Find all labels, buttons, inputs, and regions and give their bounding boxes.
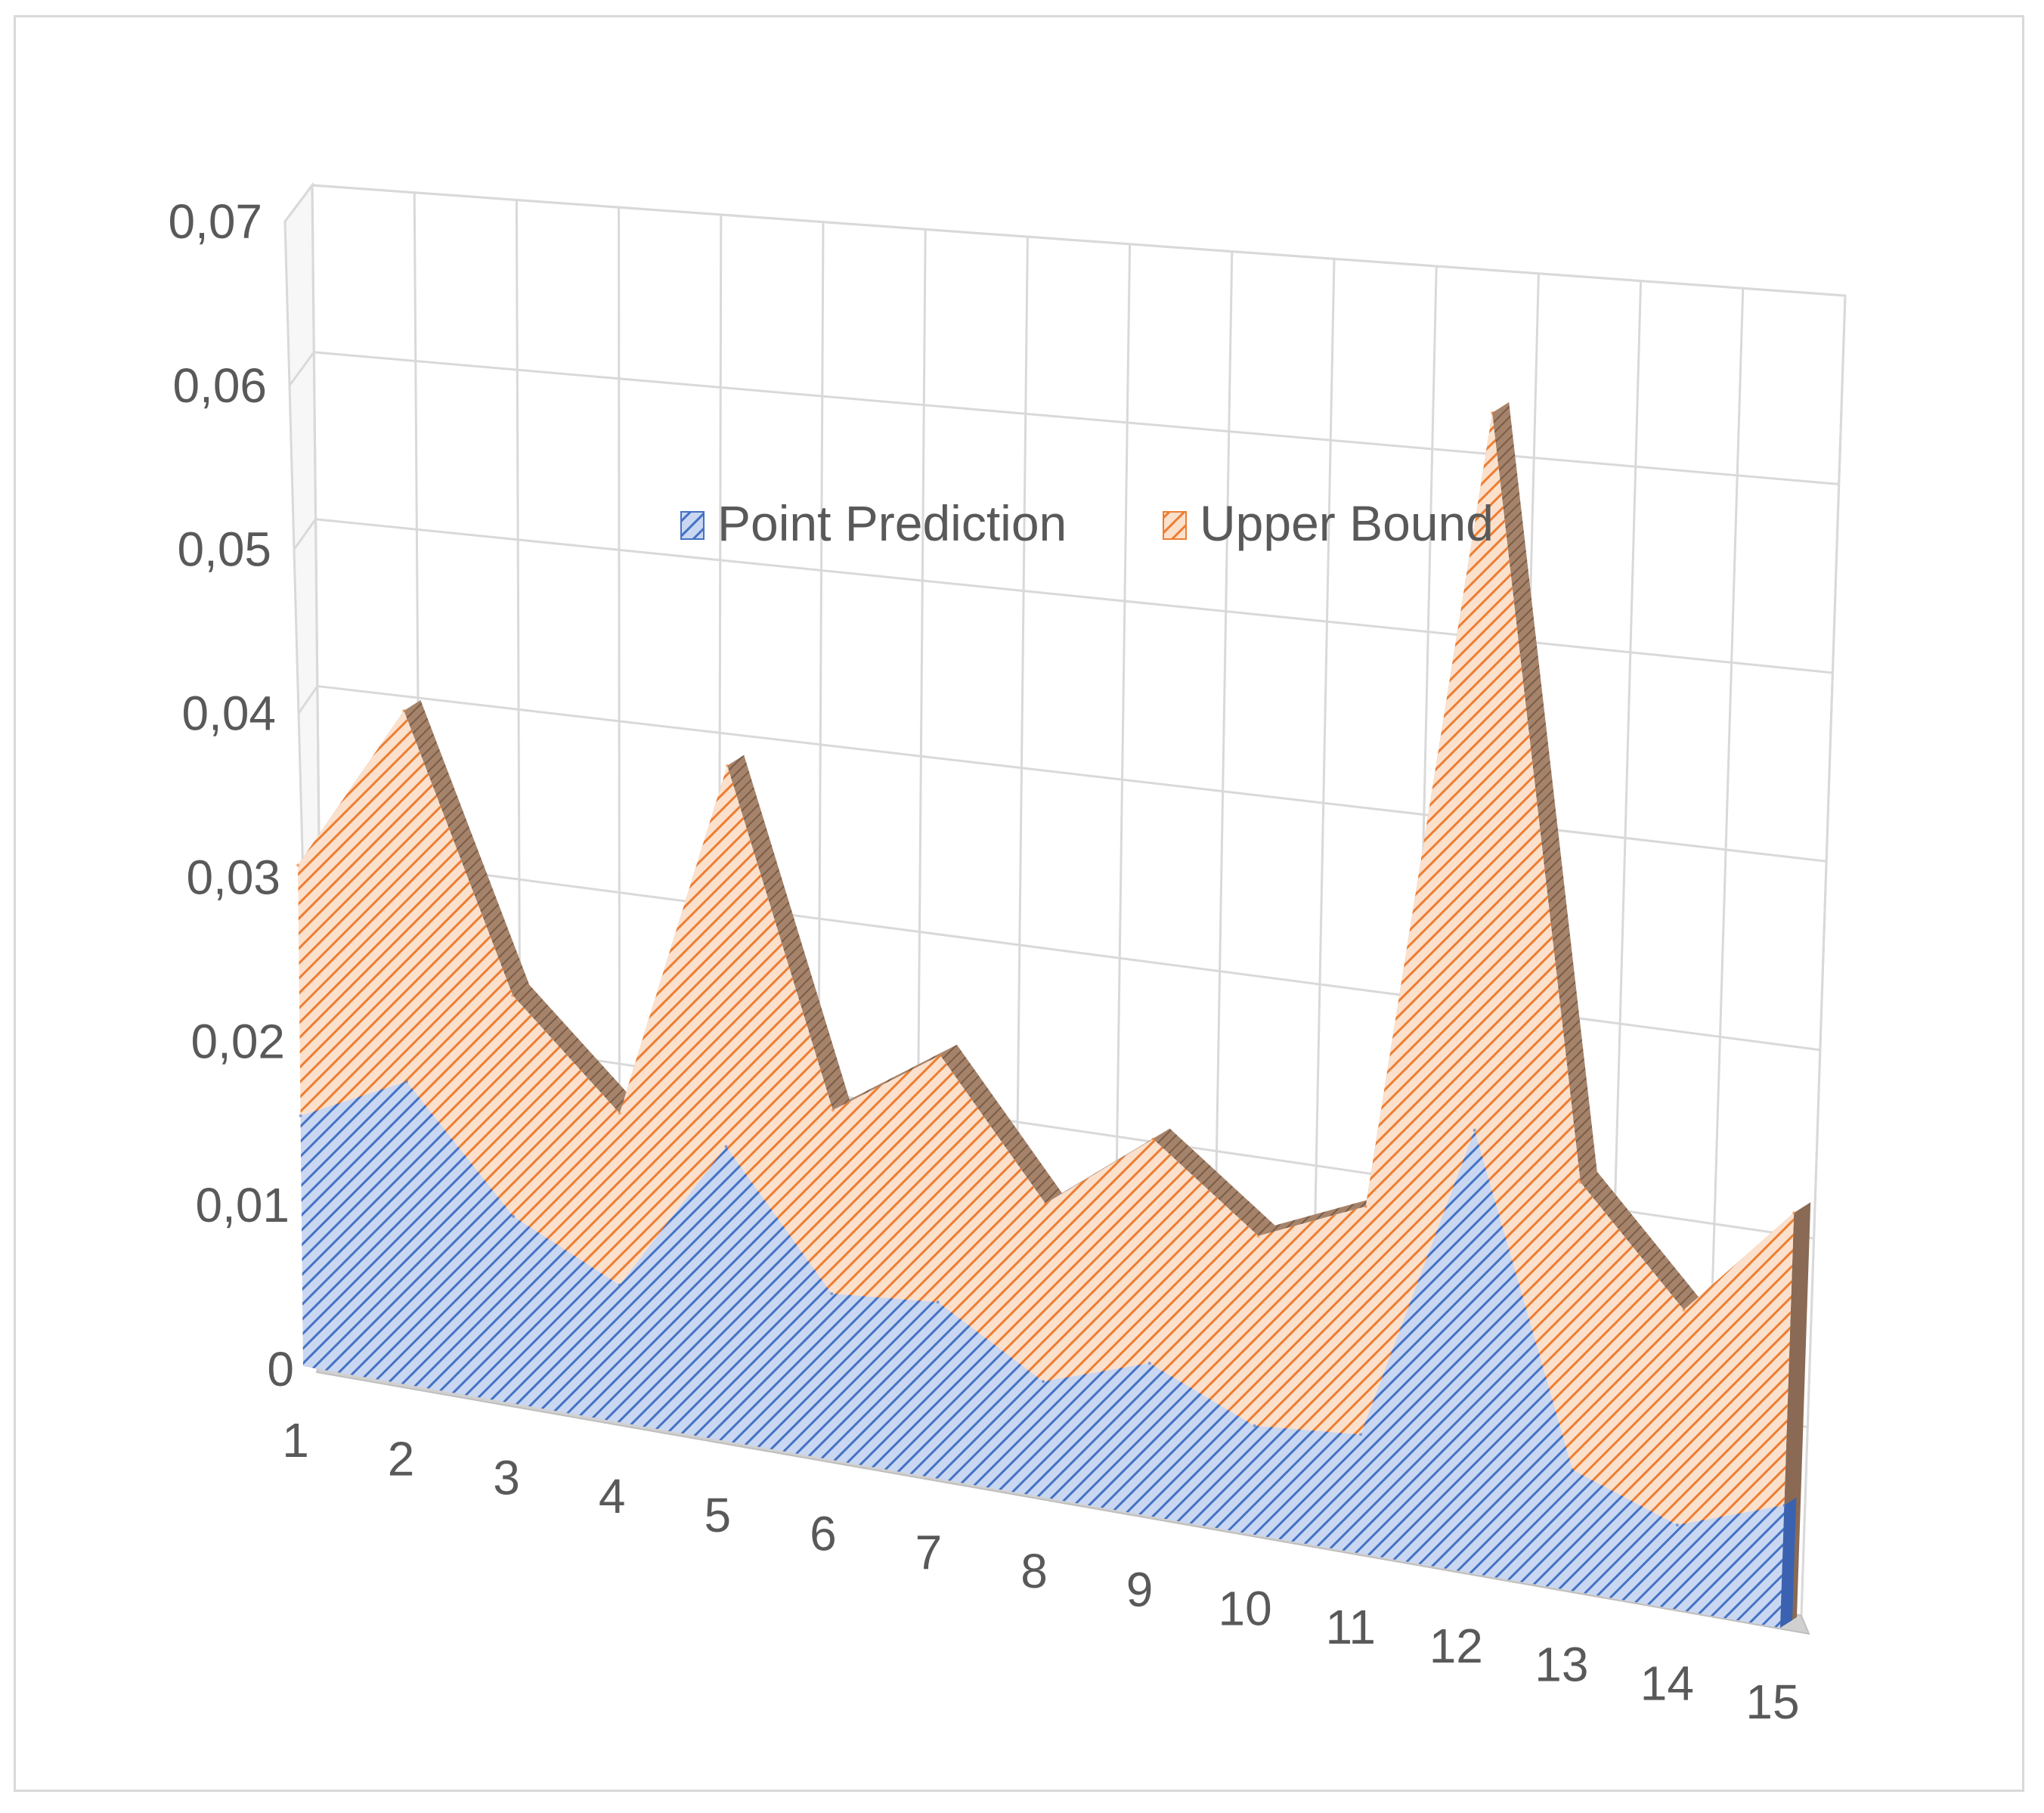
grid-line-horizontal [317, 685, 1827, 863]
data-point-point-prediction-7 [936, 1300, 940, 1304]
grid-line-horizontal [314, 351, 1839, 485]
data-point-point-prediction-2 [404, 1080, 408, 1083]
legend-label-point-prediction: Point Prediction [717, 495, 1067, 551]
grid-line-side [293, 518, 317, 550]
grid-line-side [288, 351, 315, 386]
x-axis-tick-labels: 1 2 3 4 5 6 7 8 9 10 11 12 13 14 15 [282, 1413, 1799, 1729]
y-tick-label: 0,07 [168, 194, 262, 249]
data-point-upper-bound-11 [1364, 1204, 1367, 1208]
x-tick-label-2: 2 [388, 1432, 415, 1486]
x-tick-label-12: 12 [1429, 1619, 1483, 1673]
data-point-upper-bound-13 [1578, 1180, 1582, 1184]
y-tick-label: 0,02 [190, 1014, 285, 1068]
legend-label-upper-bound: Upper Bound [1200, 495, 1494, 551]
series-layer [296, 402, 1811, 1628]
data-point-point-prediction-1 [299, 1114, 302, 1117]
series-side-edge [1780, 1497, 1797, 1628]
y-tick-label: 0,06 [172, 358, 267, 413]
data-point-upper-bound-5 [726, 764, 729, 767]
series-top-edge [832, 1044, 957, 1111]
data-point-upper-bound-8 [1044, 1202, 1047, 1205]
x-tick-label-8: 8 [1020, 1544, 1048, 1598]
legend-swatch-upper-bound [1163, 511, 1187, 540]
data-point-upper-bound-1 [296, 863, 300, 867]
data-point-upper-bound-2 [402, 709, 406, 713]
x-tick-label-5: 5 [705, 1488, 732, 1542]
data-point-point-prediction-13 [1571, 1468, 1575, 1472]
y-tick-label: 0,04 [181, 686, 276, 741]
grid-line-horizontal [315, 518, 1833, 674]
y-tick-label: 0,05 [177, 522, 271, 577]
series-top-edge [727, 755, 850, 1111]
grid-line-vertical [1800, 295, 1847, 1616]
data-point-upper-bound-10 [1256, 1234, 1260, 1238]
data-point-point-prediction-15 [1782, 1503, 1786, 1507]
x-tick-label-11: 11 [1325, 1600, 1375, 1654]
y-tick-label: 0 [267, 1342, 294, 1396]
series-area-fill [300, 1081, 1785, 1628]
x-tick-label-14: 14 [1640, 1656, 1694, 1710]
legend: Point Prediction Upper Bound [680, 495, 1494, 551]
data-point-point-prediction-6 [830, 1292, 834, 1296]
data-point-upper-bound-14 [1682, 1308, 1686, 1312]
legend-swatch-point-prediction [680, 511, 705, 540]
data-point-upper-bound-3 [511, 993, 515, 997]
grid-line-horizontal [311, 184, 1846, 297]
data-point-point-prediction-14 [1675, 1523, 1679, 1526]
series-top-edge [1045, 1128, 1170, 1204]
y-axis-tick-labels: 0 0,01 0,02 0,03 0,04 0,05 0,06 0,07 [168, 194, 294, 1396]
series-top-edge [404, 700, 530, 996]
y-tick-label: 0,01 [195, 1178, 290, 1232]
x-tick-label-9: 9 [1126, 1563, 1154, 1617]
data-point-point-prediction-12 [1473, 1128, 1476, 1132]
x-tick-label-6: 6 [810, 1507, 837, 1561]
data-point-point-prediction-10 [1253, 1424, 1256, 1427]
data-point-point-prediction-5 [724, 1145, 728, 1148]
data-point-point-prediction-8 [1042, 1380, 1045, 1384]
data-point-upper-bound-7 [938, 1053, 942, 1057]
data-point-upper-bound-9 [1151, 1137, 1155, 1141]
series-top-edge [1258, 1195, 1383, 1236]
y-tick-label: 0,03 [186, 850, 280, 904]
series-area-point-prediction [299, 1080, 1797, 1628]
data-point-upper-bound-4 [618, 1111, 621, 1115]
x-tick-label-4: 4 [599, 1469, 626, 1523]
data-point-upper-bound-12 [1491, 411, 1494, 414]
series-top-edge [1492, 402, 1597, 1182]
x-tick-label-13: 13 [1535, 1638, 1588, 1692]
data-point-point-prediction-11 [1359, 1433, 1363, 1436]
x-tick-label-1: 1 [282, 1413, 309, 1467]
series-top-edge [940, 1044, 1062, 1204]
series-top-edge [1580, 1171, 1701, 1310]
grid-line-side [283, 184, 314, 222]
data-point-upper-bound-15 [1792, 1211, 1796, 1215]
data-point-point-prediction-9 [1147, 1362, 1151, 1365]
x-tick-label-3: 3 [493, 1450, 520, 1505]
series-top-edge [513, 984, 636, 1114]
x-tick-label-7: 7 [915, 1525, 943, 1579]
data-point-point-prediction-3 [512, 1215, 516, 1218]
x-tick-label-10: 10 [1219, 1581, 1272, 1635]
series-top-edge [1153, 1128, 1275, 1236]
x-tick-label-15: 15 [1745, 1675, 1799, 1729]
data-point-point-prediction-4 [618, 1283, 621, 1287]
grid-line-side [297, 685, 319, 714]
data-point-upper-bound-6 [831, 1108, 835, 1112]
